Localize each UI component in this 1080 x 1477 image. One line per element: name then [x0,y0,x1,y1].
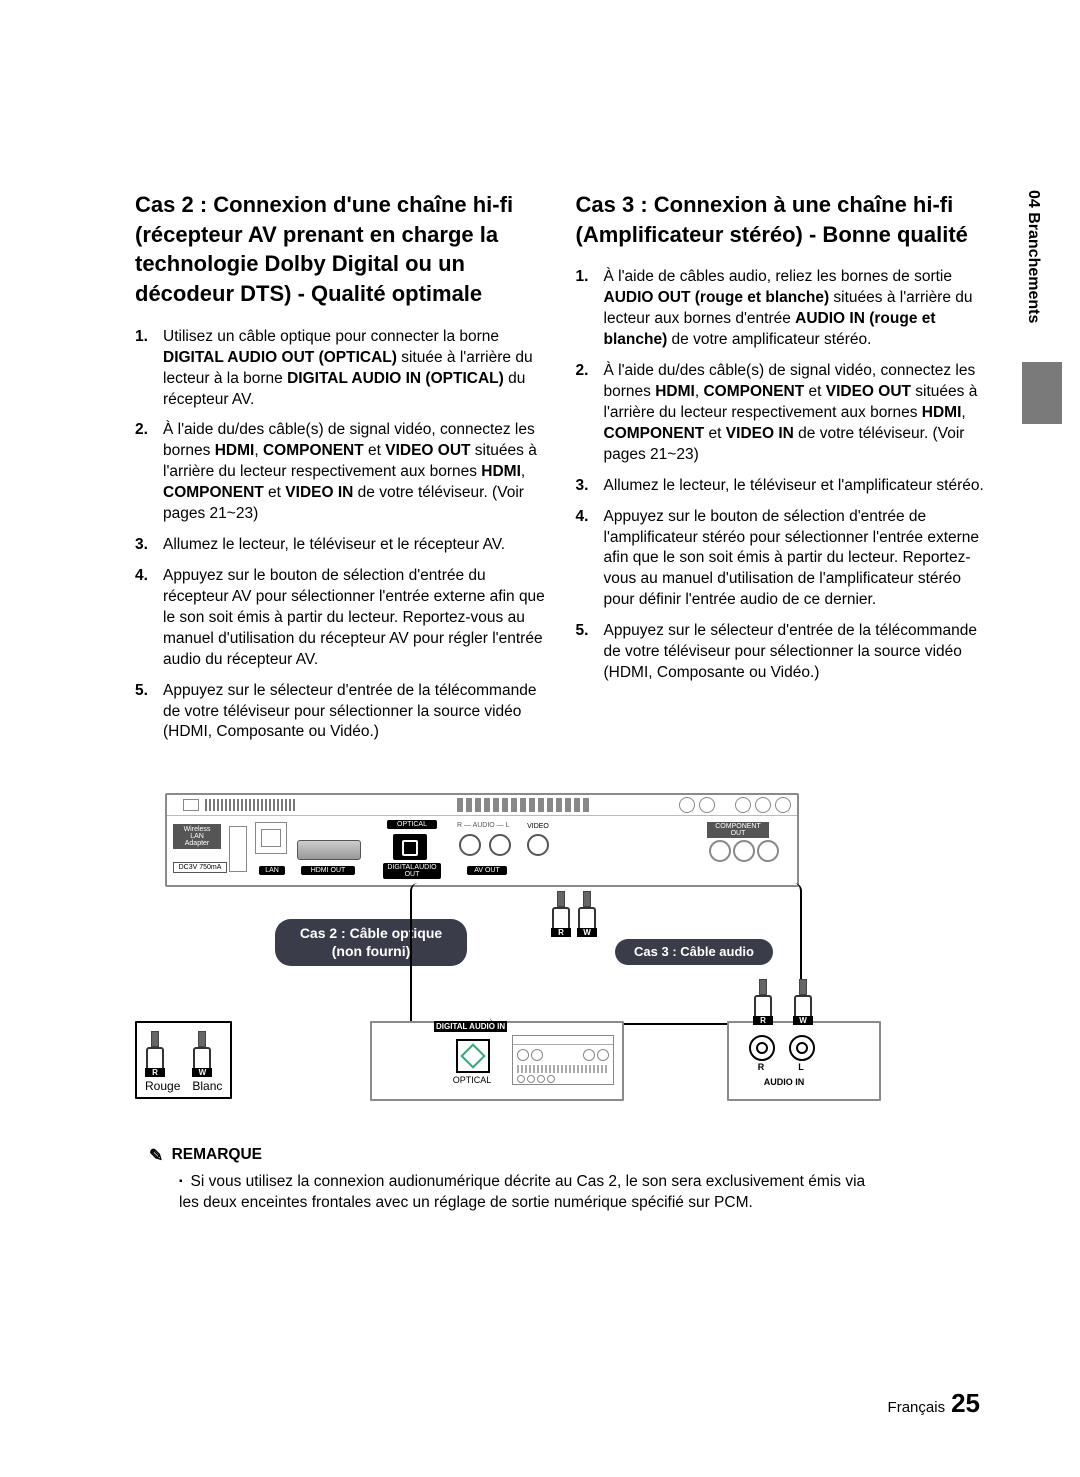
cas2-step-3: Allumez le lecteur, le téléviseur et le … [135,535,550,556]
cas2-step-1: Utilisez un câble optique pour connecter… [135,327,550,411]
column-cas3: Cas 3 : Connexion à une chaîne hi-fi (Am… [576,190,991,753]
remark-section: ✎ REMARQUE Si vous utilisez la connexion… [135,1143,880,1214]
cas3-steps: À l'aide de câbles audio, reliez les bor… [576,267,991,684]
footer-language: Français [888,1399,946,1416]
note-icon: ✎ [149,1145,163,1168]
audio-plug-w-top: W [577,891,597,935]
av-receiver: DIGITAL AUDIO IN OPTICAL [370,1021,624,1101]
cas3-step-4: Appuyez sur le bouton de sélection d'ent… [576,507,991,612]
two-columns: Cas 2 : Connexion d'une chaîne hi-fi (ré… [135,190,990,753]
cas2-step-5: Appuyez sur le sélecteur d'entrée de la … [135,681,550,744]
cas2-step-2: À l'aide du/des câble(s) de signal vidéo… [135,420,550,525]
remark-heading: REMARQUE [172,1146,262,1163]
cas2-steps: Utilisez un câble optique pour connecter… [135,327,550,744]
stereo-amp: R W R L AUDIO IN [727,1021,881,1101]
cas3-step-2: À l'aide du/des câble(s) de signal vidéo… [576,361,991,466]
key-white-label: Blanc [192,1079,222,1093]
column-cas2: Cas 2 : Connexion d'une chaîne hi-fi (ré… [135,190,550,753]
cas3-step-1: À l'aide de câbles audio, reliez les bor… [576,267,991,351]
cas2-title: Cas 2 : Connexion d'une chaîne hi-fi (ré… [135,190,550,309]
player-rear-panel: Wireless LAN Adapter DC3V 750mA LAN HDMI… [165,793,799,887]
player-top-strip [167,795,797,816]
cas3-step-5: Appuyez sur le sélecteur d'entrée de la … [576,621,991,684]
cas3-title: Cas 3 : Connexion à une chaîne hi-fi (Am… [576,190,991,249]
connection-diagram: Wireless LAN Adapter DC3V 750mA LAN HDMI… [135,793,880,1128]
manual-page: 04 Branchements Cas 2 : Connexion d'une … [0,0,1080,1477]
section-tab: 04 Branchements [1024,190,1042,323]
audio-plug-r-top: R [551,891,571,935]
cas3-step-3: Allumez le lecteur, le téléviseur et l'a… [576,476,991,497]
side-thumb-block [1022,362,1062,424]
page-footer: Français 25 [888,1388,980,1419]
cas2-step-4: Appuyez sur le bouton de sélection d'ent… [135,566,550,671]
remark-bullet: Si vous utilisez la connexion audionumér… [179,1172,880,1214]
page-number: 25 [951,1388,980,1419]
key-red-label: Rouge [145,1079,180,1093]
color-key-box: R Rouge W Blanc [135,1021,232,1099]
